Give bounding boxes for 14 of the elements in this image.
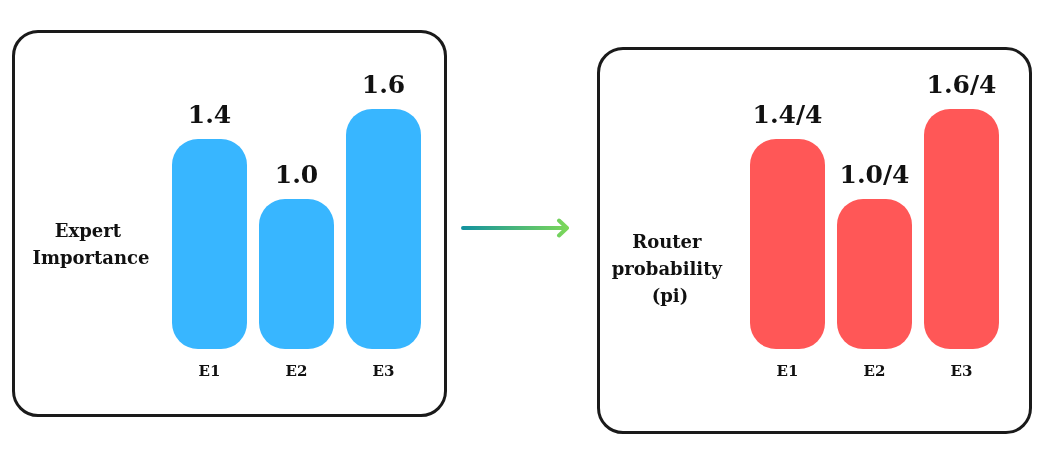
x-tick-label: E1 (198, 361, 221, 380)
data-label: 1.6/4 (926, 70, 997, 99)
x-tick-label: E1 (776, 361, 799, 380)
data-label: 1.0/4 (839, 160, 910, 189)
x-tick-label: E2 (285, 361, 308, 380)
y-axis-title: Router probability (pi) (611, 230, 729, 306)
y-axis-title: Expert Importance (32, 220, 150, 268)
x-tick-label: E3 (950, 361, 973, 380)
x-tick-label: E3 (372, 361, 395, 380)
x-tick-label: E2 (863, 361, 886, 380)
data-label: 1.6 (361, 70, 406, 99)
data-label: 1.4/4 (752, 100, 823, 129)
data-label: 1.4 (187, 100, 232, 129)
data-label: 1.0 (274, 160, 319, 189)
